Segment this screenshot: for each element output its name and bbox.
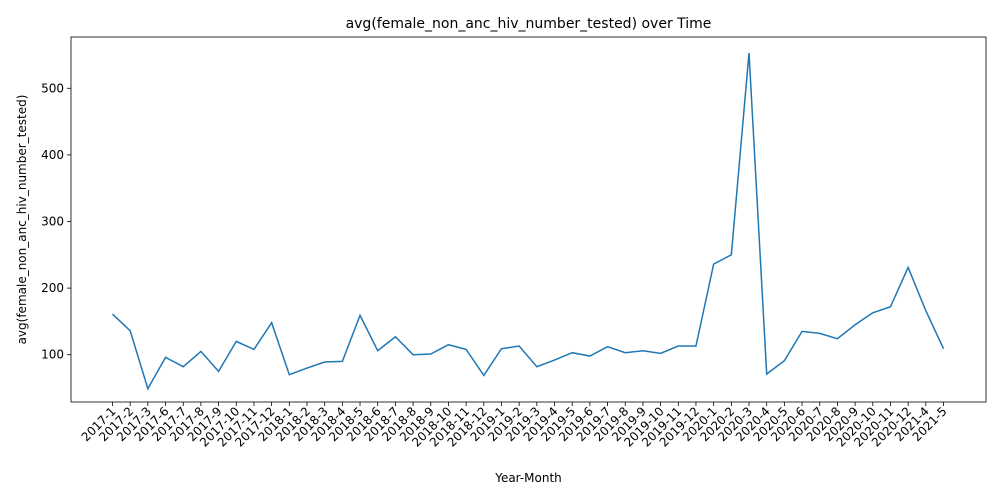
chart-title: avg(female_non_anc_hiv_number_tested) ov… <box>346 16 712 32</box>
x-axis: 2017-12017-22017-32017-62017-72017-82017… <box>79 402 950 450</box>
plot-frame <box>70 36 987 403</box>
y-tick-label: 100 <box>41 348 64 362</box>
series-line <box>111 52 945 391</box>
x-axis-label: Year-Month <box>494 471 562 485</box>
y-axis: 100 200 300 400 500 <box>41 81 71 362</box>
y-tick-label: 500 <box>41 81 64 95</box>
plot-area <box>70 36 987 403</box>
y-tick-label: 400 <box>41 148 64 162</box>
y-tick-label: 300 <box>41 214 64 228</box>
y-axis-label: avg(female_non_anc_hiv_number_tested) <box>15 95 29 345</box>
y-tick-label: 200 <box>41 281 64 295</box>
